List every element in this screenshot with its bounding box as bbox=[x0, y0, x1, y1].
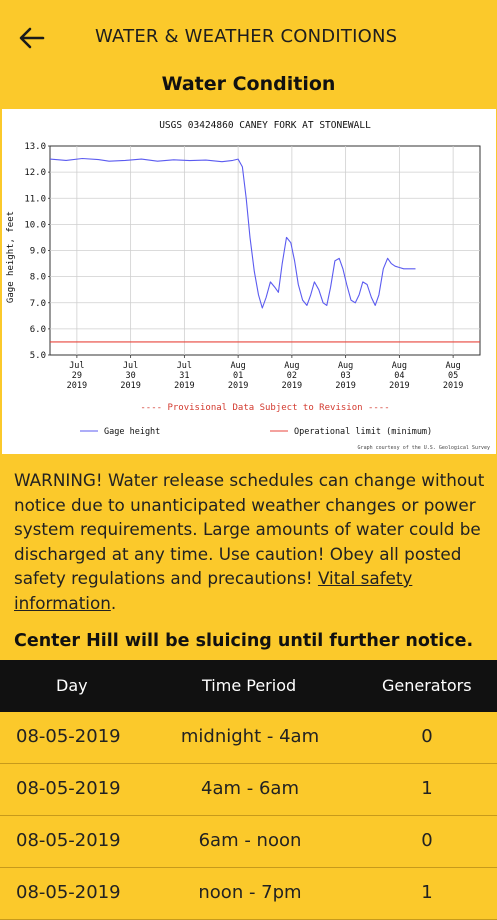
table-row: 08-05-2019 midnight - 4am 0 bbox=[0, 712, 497, 764]
column-header-time-period: Time Period bbox=[202, 676, 297, 695]
warning-title: WARNING! bbox=[14, 470, 103, 490]
back-arrow-icon[interactable] bbox=[16, 22, 48, 54]
x-tick-label: Jul bbox=[123, 361, 138, 371]
schedule-table-header: Day Time Period Generators bbox=[0, 660, 497, 712]
generators-cell: 0 bbox=[421, 726, 433, 747]
chart-legend: Gage height Operational limit (minimum) bbox=[80, 427, 432, 437]
x-tick-label: 30 bbox=[126, 371, 136, 381]
legend-label: Gage height bbox=[104, 427, 160, 437]
time-period-cell: 6am - noon bbox=[198, 830, 302, 851]
day-cell: 08-05-2019 bbox=[16, 778, 121, 799]
generators-cell: 0 bbox=[421, 830, 433, 851]
sluicing-notice: Center Hill will be sluicing until furth… bbox=[14, 631, 474, 651]
x-tick-label: 31 bbox=[179, 371, 189, 381]
gage-height-chart: USGS 03424860 CANEY FORK AT STONEWALL Ga… bbox=[6, 120, 490, 451]
x-tick-label: 02 bbox=[287, 371, 297, 381]
y-tick-label: 5.0 bbox=[30, 351, 46, 361]
x-tick-label: 2019 bbox=[120, 381, 140, 391]
chart-title: USGS 03424860 CANEY FORK AT STONEWALL bbox=[159, 120, 371, 131]
x-tick-label: 2019 bbox=[282, 381, 302, 391]
y-tick-label: 12.0 bbox=[24, 168, 46, 178]
page-title: WATER & WEATHER CONDITIONS bbox=[95, 26, 398, 47]
x-tick-label: 2019 bbox=[335, 381, 355, 391]
x-tick-label: 2019 bbox=[389, 381, 409, 391]
table-row: 08-05-2019 4am - 6am 1 bbox=[0, 764, 497, 816]
day-cell: 08-05-2019 bbox=[16, 726, 121, 747]
x-tick-label: 29 bbox=[72, 371, 82, 381]
generators-cell: 1 bbox=[421, 882, 433, 903]
warning-message: WARNING! Water release schedules can cha… bbox=[14, 468, 490, 615]
x-tick-label: Aug bbox=[230, 361, 245, 371]
chart-y-axis-label: Gage height, feet bbox=[6, 211, 16, 303]
generators-cell: 1 bbox=[421, 778, 433, 799]
x-tick-label: Jul bbox=[177, 361, 192, 371]
vital-safety-link[interactable]: Vital safety information bbox=[14, 568, 413, 613]
x-tick-label: 2019 bbox=[228, 381, 248, 391]
series-line bbox=[49, 157, 416, 309]
column-header-day: Day bbox=[56, 676, 88, 695]
time-period-cell: midnight - 4am bbox=[180, 726, 320, 747]
chart-grid bbox=[49, 145, 481, 356]
y-tick-label: 9.0 bbox=[30, 247, 46, 257]
time-period-cell: 4am - 6am bbox=[201, 778, 299, 799]
x-tick-label: Jul bbox=[69, 361, 84, 371]
section-title: Water Condition bbox=[161, 73, 336, 95]
x-tick-label: 01 bbox=[233, 371, 243, 381]
x-tick-label: 04 bbox=[394, 371, 404, 381]
legend-label: Operational limit (minimum) bbox=[294, 427, 432, 437]
x-tick-label: 2019 bbox=[174, 381, 194, 391]
x-tick-label: Aug bbox=[392, 361, 407, 371]
column-header-generators: Generators bbox=[382, 676, 472, 695]
y-tick-label: 6.0 bbox=[30, 325, 46, 335]
day-cell: 08-05-2019 bbox=[16, 882, 121, 903]
gage-height-graph: USGS 03424860 CANEY FORK AT STONEWALL Ga… bbox=[2, 109, 496, 454]
y-tick-label: 7.0 bbox=[30, 299, 46, 309]
y-tick-label: 11.0 bbox=[24, 194, 46, 204]
x-tick-label: 05 bbox=[448, 371, 458, 381]
x-tick-label: 2019 bbox=[67, 381, 87, 391]
y-tick-label: 13.0 bbox=[24, 142, 46, 152]
provisional-data-note: ---- Provisional Data Subject to Revisio… bbox=[140, 403, 389, 413]
y-tick-label: 10.0 bbox=[24, 220, 46, 230]
x-tick-label: Aug bbox=[284, 361, 299, 371]
x-tick-label: Aug bbox=[445, 361, 460, 371]
table-row: 08-05-2019 6am - noon 0 bbox=[0, 816, 497, 868]
warning-end: . bbox=[110, 592, 117, 613]
table-row: 08-05-2019 noon - 7pm 1 bbox=[0, 868, 497, 920]
warning-body: Water release schedules can change witho… bbox=[14, 470, 485, 588]
y-tick-label: 8.0 bbox=[30, 273, 46, 283]
graph-credit: Graph courtesy of the U.S. Geological Su… bbox=[358, 445, 490, 451]
x-tick-label: 2019 bbox=[443, 381, 463, 391]
app-header: WATER & WEATHER CONDITIONS bbox=[0, 0, 497, 76]
time-period-cell: noon - 7pm bbox=[198, 882, 302, 903]
x-tick-label: Aug bbox=[338, 361, 353, 371]
chart-y-ticks: 13.0 12.0 11.0 10.0 9.0 8.0 7.0 6.0 5.0 bbox=[24, 142, 50, 361]
day-cell: 08-05-2019 bbox=[16, 830, 121, 851]
chart-series bbox=[49, 157, 480, 343]
x-tick-label: 03 bbox=[341, 371, 351, 381]
chart-x-ticks: Jul292019Jul302019Jul312019Aug012019Aug0… bbox=[67, 355, 463, 391]
